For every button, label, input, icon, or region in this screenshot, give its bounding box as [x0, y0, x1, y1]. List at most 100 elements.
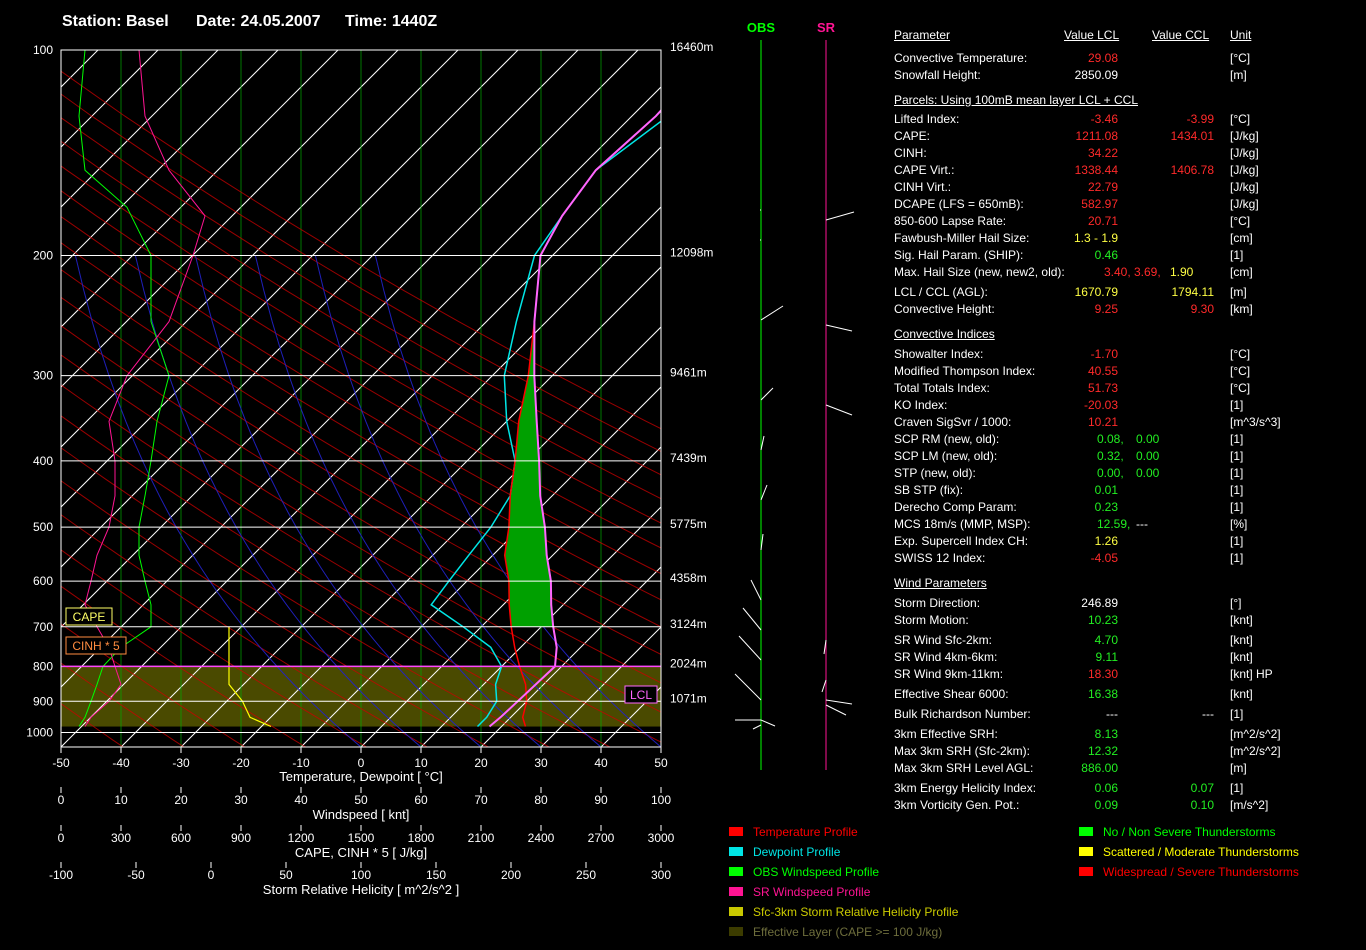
value-lcl: 886.00 [1081, 761, 1118, 775]
unit-label: [knt] HP [1230, 667, 1273, 681]
temperature-tick-label: -50 [52, 756, 70, 770]
secondary-axis-tick-label: 70 [474, 793, 488, 807]
value-ccl: 0.10 [1190, 798, 1214, 812]
dry-adiabat-line [61, 140, 661, 500]
legend-swatch [729, 867, 743, 876]
value-lcl: -1.70 [1090, 347, 1118, 361]
unit-label: [°C] [1230, 51, 1251, 65]
value-lcl: 2850.09 [1074, 68, 1118, 82]
parameter-label: CAPE Virt.: [894, 163, 955, 177]
skew-reference-line [660, 746, 661, 747]
secondary-axis-tick-label: 250 [576, 868, 596, 882]
secondary-axis-tick-label: 60 [414, 793, 428, 807]
value-lcl: --- [1106, 707, 1118, 721]
unit-label: [m^2/s^2] [1230, 727, 1281, 741]
dry-adiabat-line [61, 514, 428, 747]
unit-label: [m] [1230, 285, 1247, 299]
parameter-label: Exp. Supercell Index CH: [894, 534, 1029, 548]
parameter-label: 3km Vorticity Gen. Pot.: [894, 798, 1020, 812]
unit-label: [knt] [1230, 633, 1253, 647]
unit-label: [°] [1230, 596, 1242, 610]
header-unit: Unit [1230, 28, 1252, 42]
secondary-axis-label: Storm Relative Helicity [ m^2/s^2 ] [263, 882, 459, 897]
obs-wind-barb [760, 435, 765, 451]
skew-reference-line [61, 50, 579, 568]
legend-label: Effective Layer (CAPE >= 100 J/kg) [753, 925, 943, 939]
unit-label: [1] [1230, 248, 1244, 262]
value-lcl: 8.13 [1094, 727, 1118, 741]
value-lcl: 0.00, [1097, 466, 1124, 480]
secondary-axis-tick-label: 2700 [588, 831, 615, 845]
unit-label: [°C] [1230, 364, 1251, 378]
hail-size-value: 3.40, [1104, 265, 1131, 279]
legend-label: Widespread / Severe Thunderstorms [1103, 865, 1299, 879]
obs-wind-barb [760, 387, 774, 401]
pressure-tick-label: 200 [33, 248, 53, 262]
secondary-axis-tick-label: 90 [594, 793, 608, 807]
parameter-label: SR Wind Sfc-2km: [894, 633, 993, 647]
value-lcl: 0.06 [1094, 781, 1118, 795]
value-ccl: 0.00 [1136, 466, 1160, 480]
legend-swatch [729, 907, 743, 916]
plot-area [61, 50, 661, 747]
parameter-label: Sig. Hail Param. (SHIP): [894, 248, 1024, 262]
dry-adiabat-line [61, 480, 489, 747]
unit-label: [1] [1230, 534, 1244, 548]
obs-wind-barb [760, 305, 784, 321]
height-label: 7439m [670, 451, 707, 465]
dry-adiabat-line [61, 415, 611, 747]
pressure-tick-label: 900 [33, 694, 53, 708]
secondary-axis-tick-label: -50 [127, 868, 145, 882]
legend-label: No / Non Severe Thunderstorms [1103, 825, 1276, 839]
skew-reference-line [61, 50, 519, 508]
skew-reference-line [61, 50, 459, 448]
moist-adiabat-line [314, 255, 602, 747]
temperature-tick-label: 10 [414, 756, 428, 770]
obs-wind-barb [742, 607, 762, 631]
parameter-label: Total Totals Index: [894, 381, 990, 395]
pressure-tick-label: 800 [33, 659, 53, 673]
temperature-tick-label: -10 [292, 756, 310, 770]
value-lcl: 12.59, [1097, 517, 1131, 531]
legend-label: Dewpoint Profile [753, 845, 841, 859]
secondary-axis-tick-label: 50 [354, 793, 368, 807]
value-lcl: 1.3 - 1.9 [1073, 231, 1118, 245]
srh-profile [228, 626, 272, 728]
unit-label: [1] [1230, 781, 1244, 795]
pressure-tick-label: 600 [33, 574, 53, 588]
value-ccl: 9.30 [1190, 302, 1214, 316]
obs-wind-barb [750, 579, 762, 601]
section-heading: Wind Parameters [894, 576, 987, 590]
legend-swatch [729, 927, 743, 936]
skew-reference-line [300, 386, 661, 747]
height-label: 16460m [670, 40, 713, 54]
parameter-label: STP (new, old): [894, 466, 976, 480]
pressure-tick-label: 700 [33, 620, 53, 634]
unit-label: [1] [1230, 707, 1244, 721]
legend-label: OBS Windspeed Profile [753, 865, 880, 879]
pressure-tick-label: 1000 [26, 726, 53, 740]
legend-label: Sfc-3km Storm Relative Helicity Profile [753, 905, 959, 919]
secondary-axis-tick-label: 50 [279, 868, 293, 882]
unit-label: [%] [1230, 517, 1248, 531]
height-label: 2024m [670, 656, 707, 670]
sr-wind-barb [821, 679, 827, 693]
unit-label: [1] [1230, 449, 1244, 463]
secondary-axis-tick-label: 200 [501, 868, 521, 882]
value-lcl: -4.05 [1090, 551, 1118, 565]
unit-label: [1] [1230, 432, 1244, 446]
sr-wind-barb [825, 699, 853, 705]
moist-adiabat-line [254, 255, 542, 747]
wind-profile-panel: OBS SR [734, 20, 855, 770]
unit-label: [m^3/s^3] [1230, 415, 1281, 429]
temperature-tick-label: 50 [654, 756, 668, 770]
sr-wind-barb [825, 211, 855, 221]
skew-t-diagram: 100200300400500600700800900100016460m120… [26, 40, 713, 897]
legend-right: No / Non Severe Thunderstorms Scattered /… [1079, 825, 1349, 885]
parameter-label: Storm Motion: [894, 613, 969, 627]
obs-wind-barb [760, 719, 776, 727]
value-lcl: 582.97 [1081, 197, 1118, 211]
parameter-label: Storm Direction: [894, 596, 981, 610]
temperature-tick-label: -40 [112, 756, 130, 770]
parameter-label: KO Index: [894, 398, 948, 412]
